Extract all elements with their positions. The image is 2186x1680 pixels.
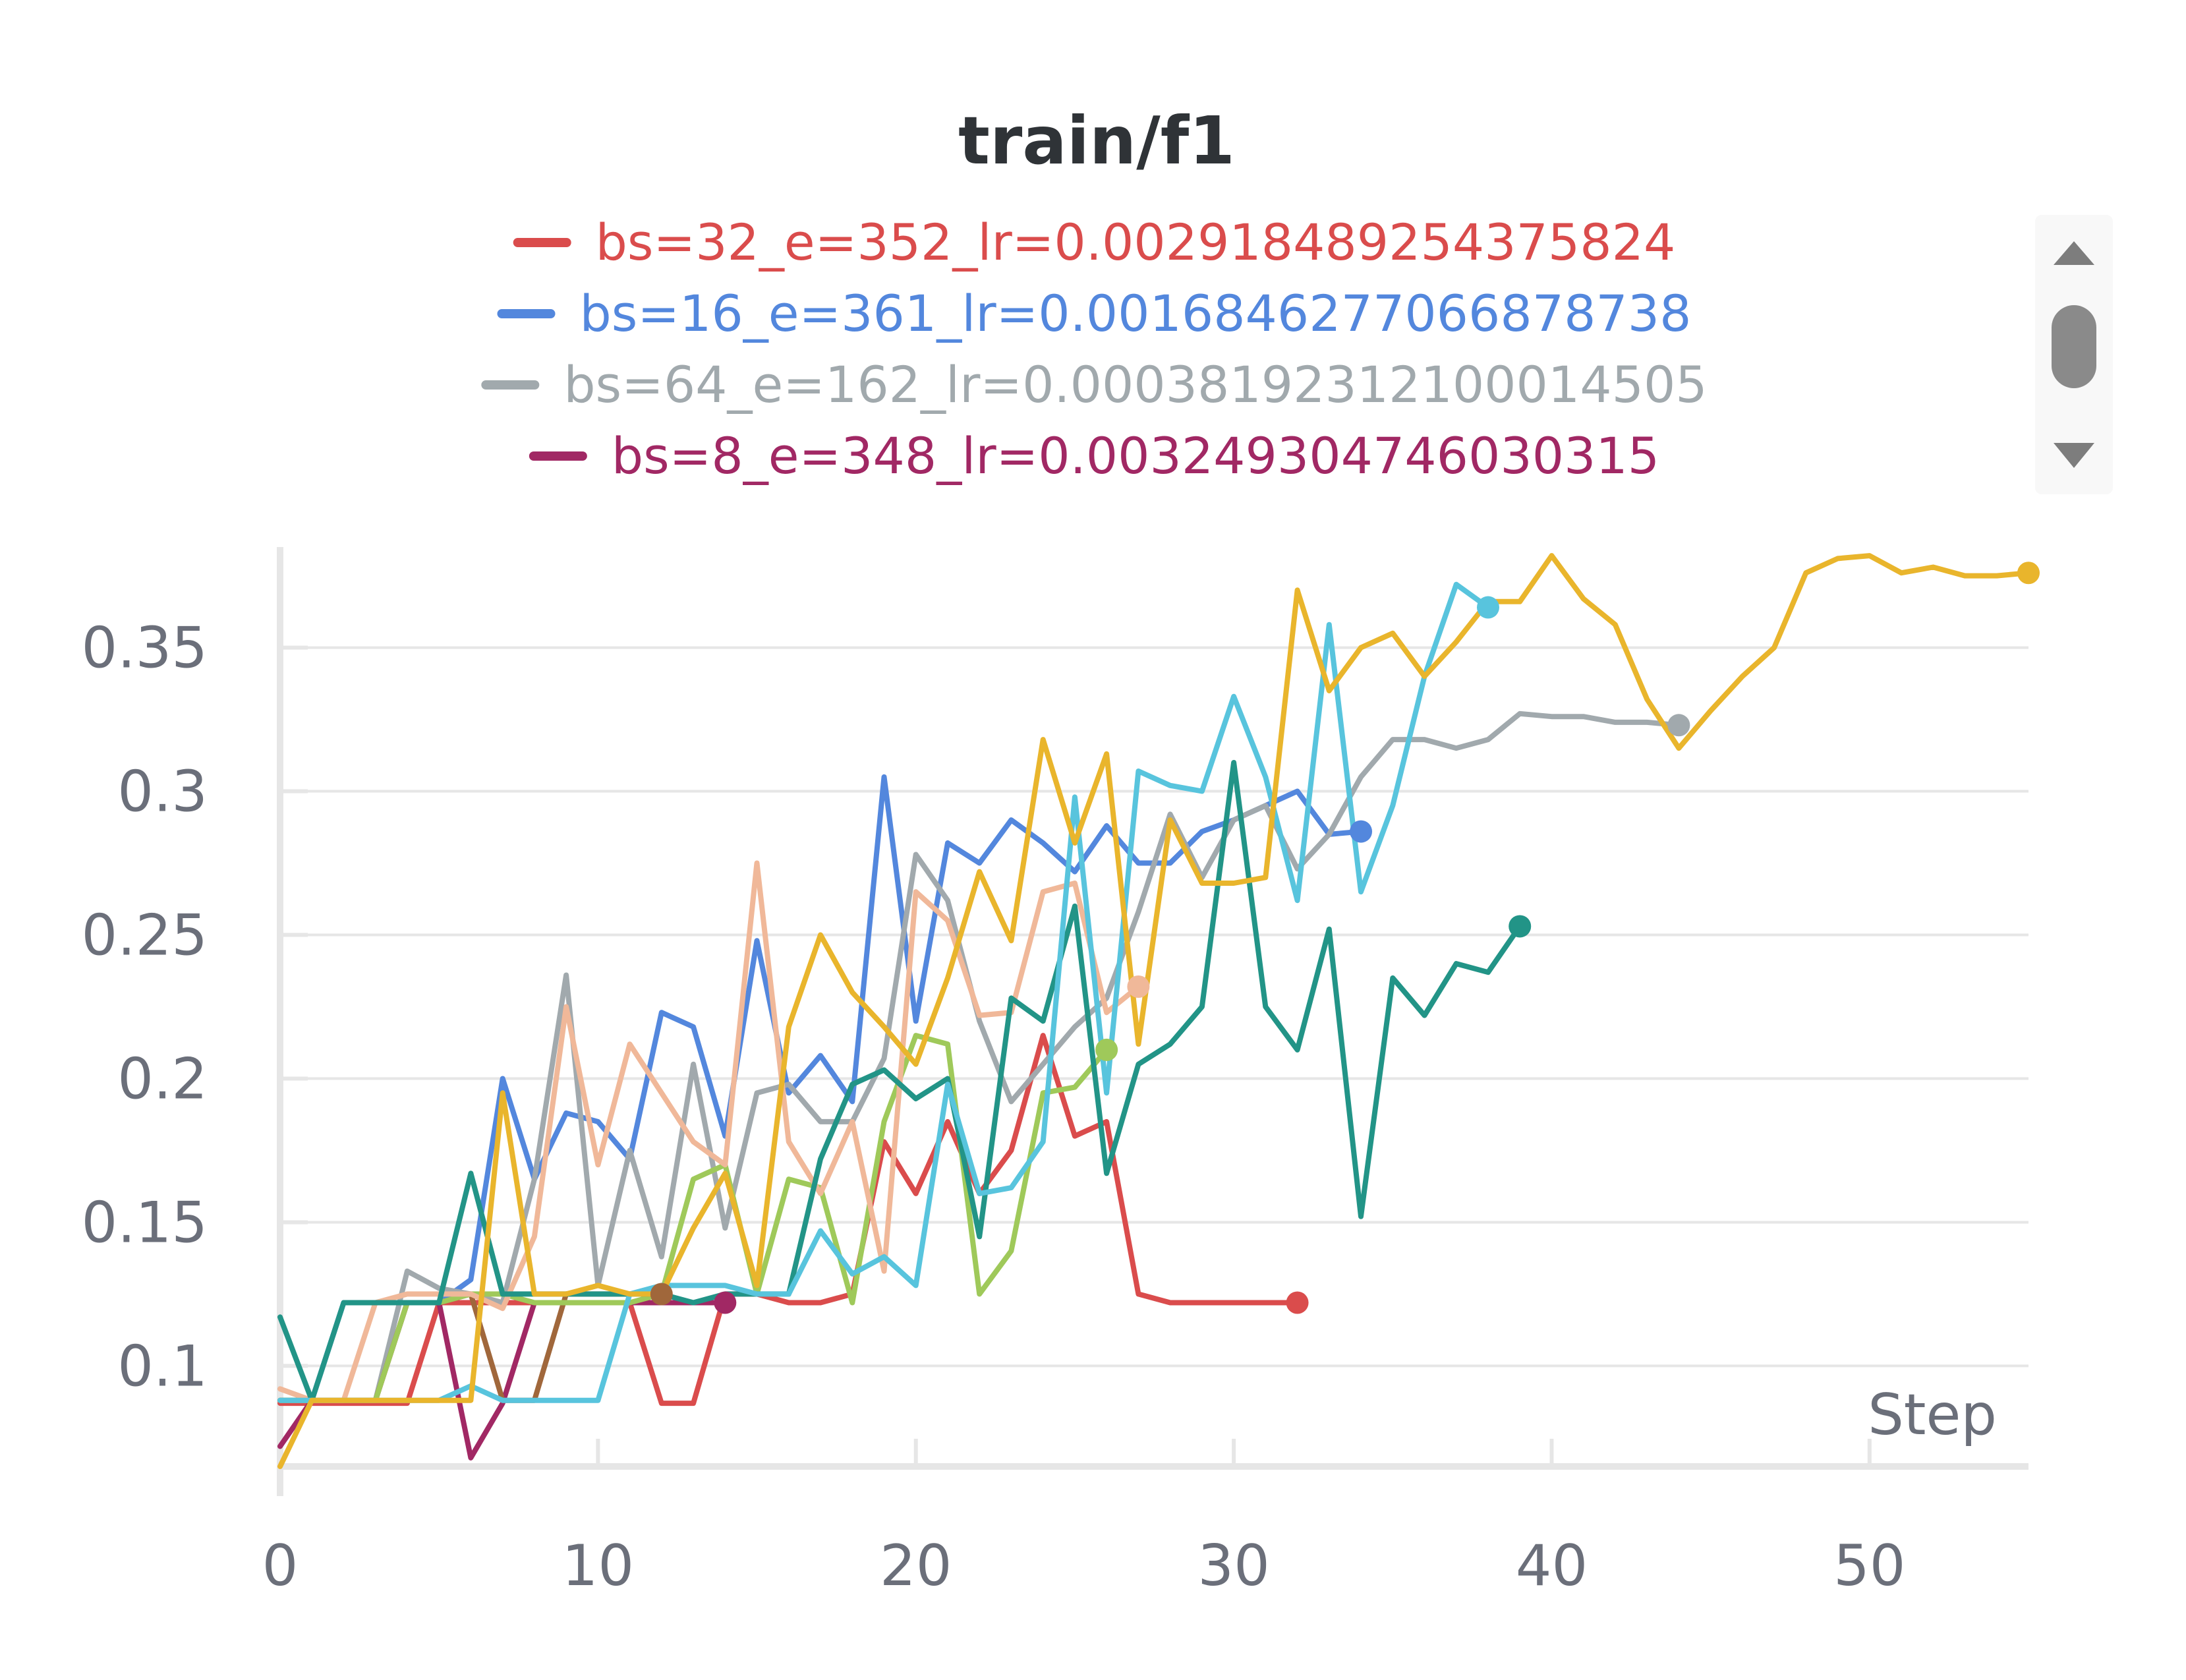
legend-label: bs=64_e=162_lr=0.00038192312100014505 [563, 355, 1707, 414]
series-end-point-9 [1476, 596, 1499, 619]
legend-item-2: bs=16_e=361_lr=0.0016846277066878738 [497, 284, 1692, 343]
series-end-point-4 [714, 1291, 737, 1314]
series-line-7 [277, 860, 1141, 1403]
series-end-point-2 [1350, 820, 1373, 843]
x-tick-label: 10 [562, 1533, 634, 1599]
series-line-4 [277, 1300, 728, 1461]
series-line-2 [277, 774, 1364, 1403]
series-end-point-3 [1667, 714, 1690, 737]
legend-label: bs=32_e=352_lr=0.002918489254375824 [596, 213, 1676, 272]
grid [278, 645, 2028, 1466]
legend-scrollbar[interactable] [2035, 215, 2113, 494]
series-end-point-1 [1286, 1291, 1309, 1314]
x-tick-label: 40 [1516, 1533, 1588, 1599]
tick-labels: 0.1 0.15 0.2 0.25 0.3 0.35 0 10 20 30 40 50 [82, 616, 1906, 1599]
chart-title: train/f1 [958, 102, 1235, 179]
x-tick-label: 30 [1197, 1533, 1269, 1599]
legend-scroll-thumb[interactable] [2052, 305, 2096, 388]
x-tick-label: 0 [262, 1533, 299, 1599]
series-end-markers [650, 562, 2040, 1314]
y-tick-label: 0.3 [117, 759, 208, 825]
series-line-10 [277, 553, 2031, 1469]
y-tick-label: 0.2 [117, 1046, 208, 1112]
y-tick-label: 0.1 [117, 1333, 208, 1399]
series-end-point-5 [650, 1283, 673, 1306]
series-end-point-7 [1127, 975, 1150, 998]
series-lines [277, 553, 2031, 1469]
series-line-1 [277, 1033, 1300, 1406]
legend-item-4: bs=8_e=348_lr=0.003249304746030315 [529, 426, 1659, 485]
axes [277, 547, 2028, 1496]
triangle-up-icon[interactable] [2054, 241, 2094, 265]
x-tick-label: 20 [880, 1533, 952, 1599]
legend: bs=32_e=352_lr=0.002918489254375824 bs=16… [481, 213, 1708, 485]
y-tick-label: 0.15 [82, 1190, 208, 1256]
legend-item-3: bs=64_e=162_lr=0.00038192312100014505 [481, 355, 1708, 414]
legend-item-1: bs=32_e=352_lr=0.002918489254375824 [513, 213, 1676, 272]
x-tick-label: 50 [1833, 1533, 1905, 1599]
x-axis-label: Step [1868, 1382, 1997, 1448]
series-line-3 [277, 710, 1682, 1403]
series-end-point-6 [1095, 1038, 1118, 1061]
y-tick-label: 0.25 [82, 903, 208, 969]
y-tick-label: 0.35 [82, 616, 208, 681]
series-end-point-8 [1509, 915, 1532, 938]
legend-label: bs=8_e=348_lr=0.003249304746030315 [612, 426, 1659, 485]
legend-label: bs=16_e=361_lr=0.0016846277066878738 [580, 284, 1692, 343]
triangle-down-icon[interactable] [2054, 443, 2094, 468]
series-line-9 [277, 581, 1491, 1403]
series-end-point-10 [2017, 562, 2040, 585]
